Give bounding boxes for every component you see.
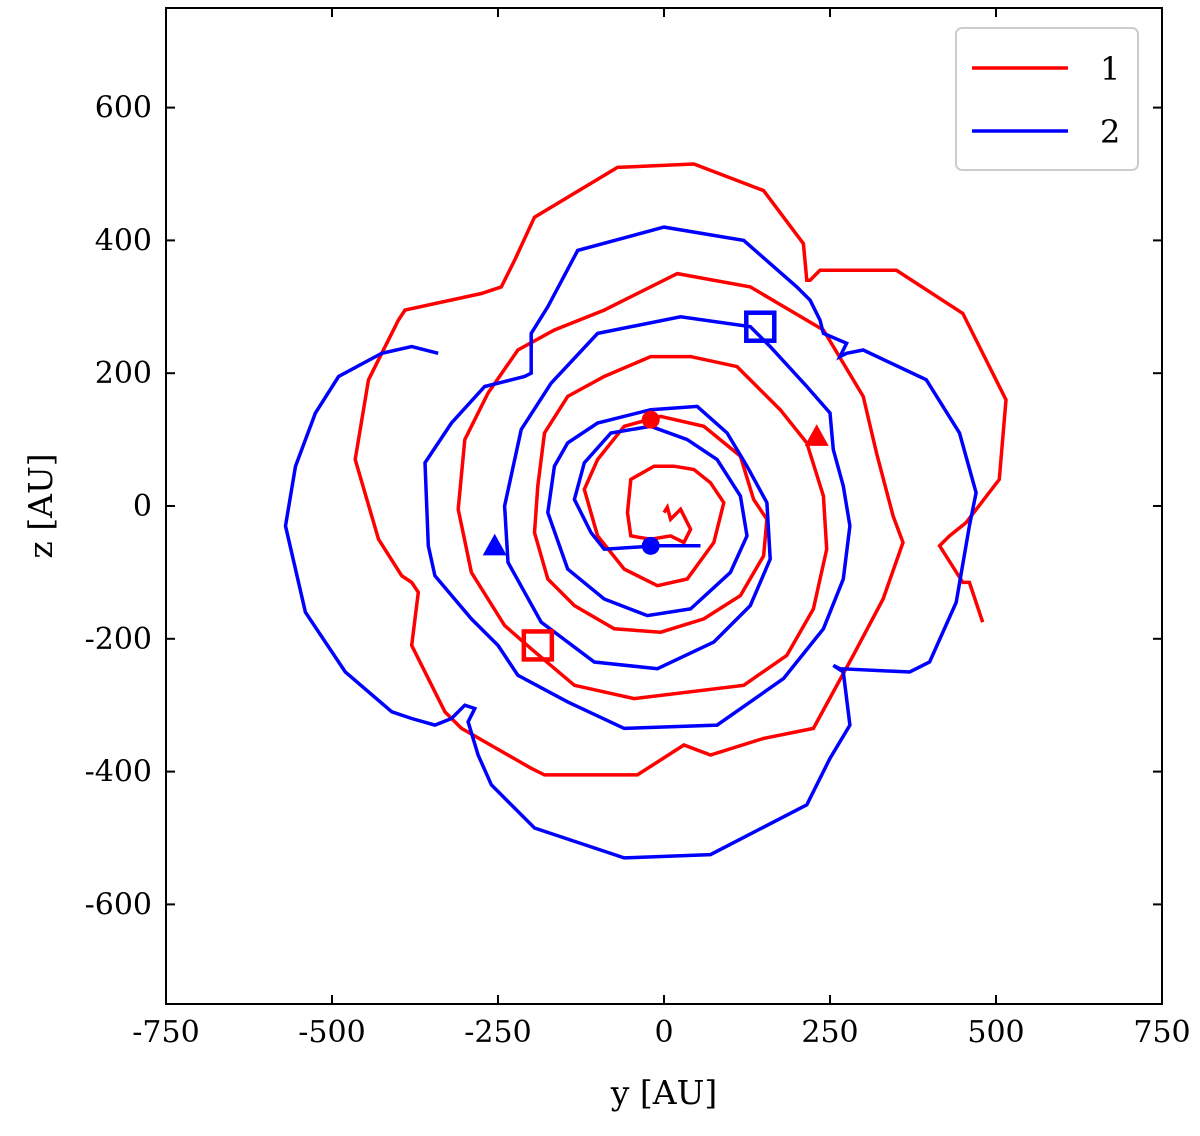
- series-1-triangle-marker: [804, 424, 829, 446]
- ticks-layer: [165, 8, 1163, 1004]
- x-tick-label: 0: [654, 1015, 673, 1050]
- x-tick-label: -250: [464, 1015, 531, 1050]
- x-tick-label: 250: [801, 1015, 858, 1050]
- series-1-circle-marker: [641, 410, 660, 429]
- series-1-square-marker: [521, 629, 555, 662]
- series-line-1: [353, 162, 1008, 777]
- x-tick-label: 500: [967, 1015, 1024, 1050]
- x-tick-label: -500: [298, 1015, 365, 1050]
- markers-layer: [482, 310, 829, 662]
- x-tick-label: -750: [132, 1015, 199, 1050]
- y-tick-label: 600: [95, 91, 152, 126]
- series-2-square-marker: [744, 310, 777, 343]
- y-tick-label: -600: [85, 887, 152, 922]
- legend: 1 2: [955, 27, 1139, 171]
- y-tick-label: -400: [85, 755, 152, 790]
- series-2-circle-marker: [641, 536, 660, 555]
- x-axis-label: y [AU]: [610, 1073, 718, 1112]
- legend-frame: [955, 27, 1139, 171]
- series-line-2: [283, 225, 978, 860]
- series-2-triangle-marker: [482, 533, 507, 556]
- y-tick-label: -200: [85, 622, 152, 657]
- y-axis-label: z [AU]: [21, 453, 60, 558]
- x-tick-label: 750: [1133, 1015, 1190, 1050]
- series-layer: [283, 162, 1008, 860]
- legend-label-2: 2: [1100, 113, 1120, 151]
- y-tick-label: 400: [95, 223, 152, 258]
- tick-labels-layer: -750 -500 -250 0 250 500 750 -600 -400 -200 0 200 40…: [85, 91, 1191, 1050]
- y-tick-label: 200: [95, 356, 152, 391]
- legend-label-1: 1: [1100, 50, 1120, 88]
- y-tick-label: 0: [133, 489, 152, 524]
